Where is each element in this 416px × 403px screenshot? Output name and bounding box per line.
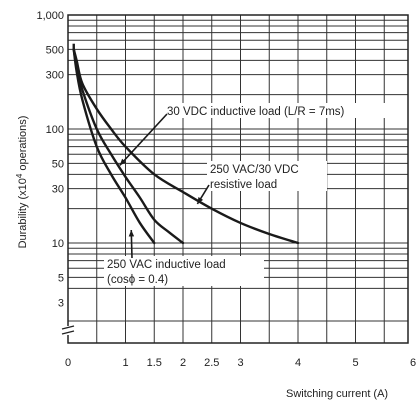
annotation-arrowhead	[197, 197, 204, 204]
annotation-text: (cosϕ = 0.4)	[107, 274, 168, 286]
axis-break	[61, 325, 75, 335]
x-axis-label: Switching current (A)	[286, 388, 388, 400]
y-tick-label: 500	[46, 44, 64, 56]
x-tick-label: 5	[352, 357, 358, 369]
x-tick-labels: 0 1 1.5 2 2.5 3 4 5 6	[65, 357, 416, 369]
x-tick-label: 1.5	[147, 357, 162, 369]
series-line-2	[72, 48, 300, 245]
x-tick-label: 1	[122, 357, 128, 369]
annotation-a3: 250 VAC inductive load (cosϕ = 0.4)	[104, 229, 264, 286]
y-tick-label: 10	[52, 238, 64, 250]
annotation-text: 250 VAC inductive load	[107, 259, 226, 271]
annotation-text: resistive load	[210, 179, 277, 191]
y-tick-label: 300	[46, 70, 64, 82]
y-tick-label: 100	[46, 124, 64, 136]
x-tick-label: 2	[180, 357, 186, 369]
annotation-text: 30 VDC inductive load (L/R = 7ms)	[167, 106, 345, 118]
annotation-arrow	[119, 113, 168, 166]
x-tick-label: 2.5	[204, 357, 219, 369]
annotation-bg	[104, 256, 264, 286]
x-tick-label: 4	[295, 357, 301, 369]
annotation-a1: 30 VDC inductive load (L/R = 7ms)	[119, 103, 386, 166]
y-tick-label: 1,000	[36, 10, 64, 22]
annotation-bg	[207, 161, 327, 191]
y-tick-label: 50	[52, 158, 64, 170]
y-tick-labels: 1,000 500 300 100 50 30 10 5 3	[36, 10, 64, 310]
y-tick-label: 30	[52, 184, 64, 196]
annotation-arrowhead	[119, 158, 127, 166]
axis-break-mark	[61, 325, 75, 330]
curves	[72, 43, 300, 245]
axis-break-mark	[61, 330, 75, 335]
series-line-3	[72, 48, 156, 245]
annotation-bg	[164, 103, 386, 118]
y-tick-label: 3	[58, 298, 64, 310]
plot-frame	[67, 14, 409, 344]
x-tick-label: 0	[65, 357, 71, 369]
annotation-text: 250 VAC/30 VDC	[210, 164, 299, 176]
y-tick-label: 5	[58, 272, 64, 284]
annotation-arrowhead	[128, 230, 135, 237]
x-tick-label: 6	[410, 357, 416, 369]
x-tick-label: 3	[237, 357, 243, 369]
axis-break-gap	[62, 326, 74, 335]
annotations: 30 VDC inductive load (L/R = 7ms) 250 VAC…	[104, 103, 386, 286]
y-axis-label: Durability (x104 operations)	[15, 116, 29, 249]
annotation-a2: 250 VAC/30 VDC resistive load	[196, 161, 327, 205]
